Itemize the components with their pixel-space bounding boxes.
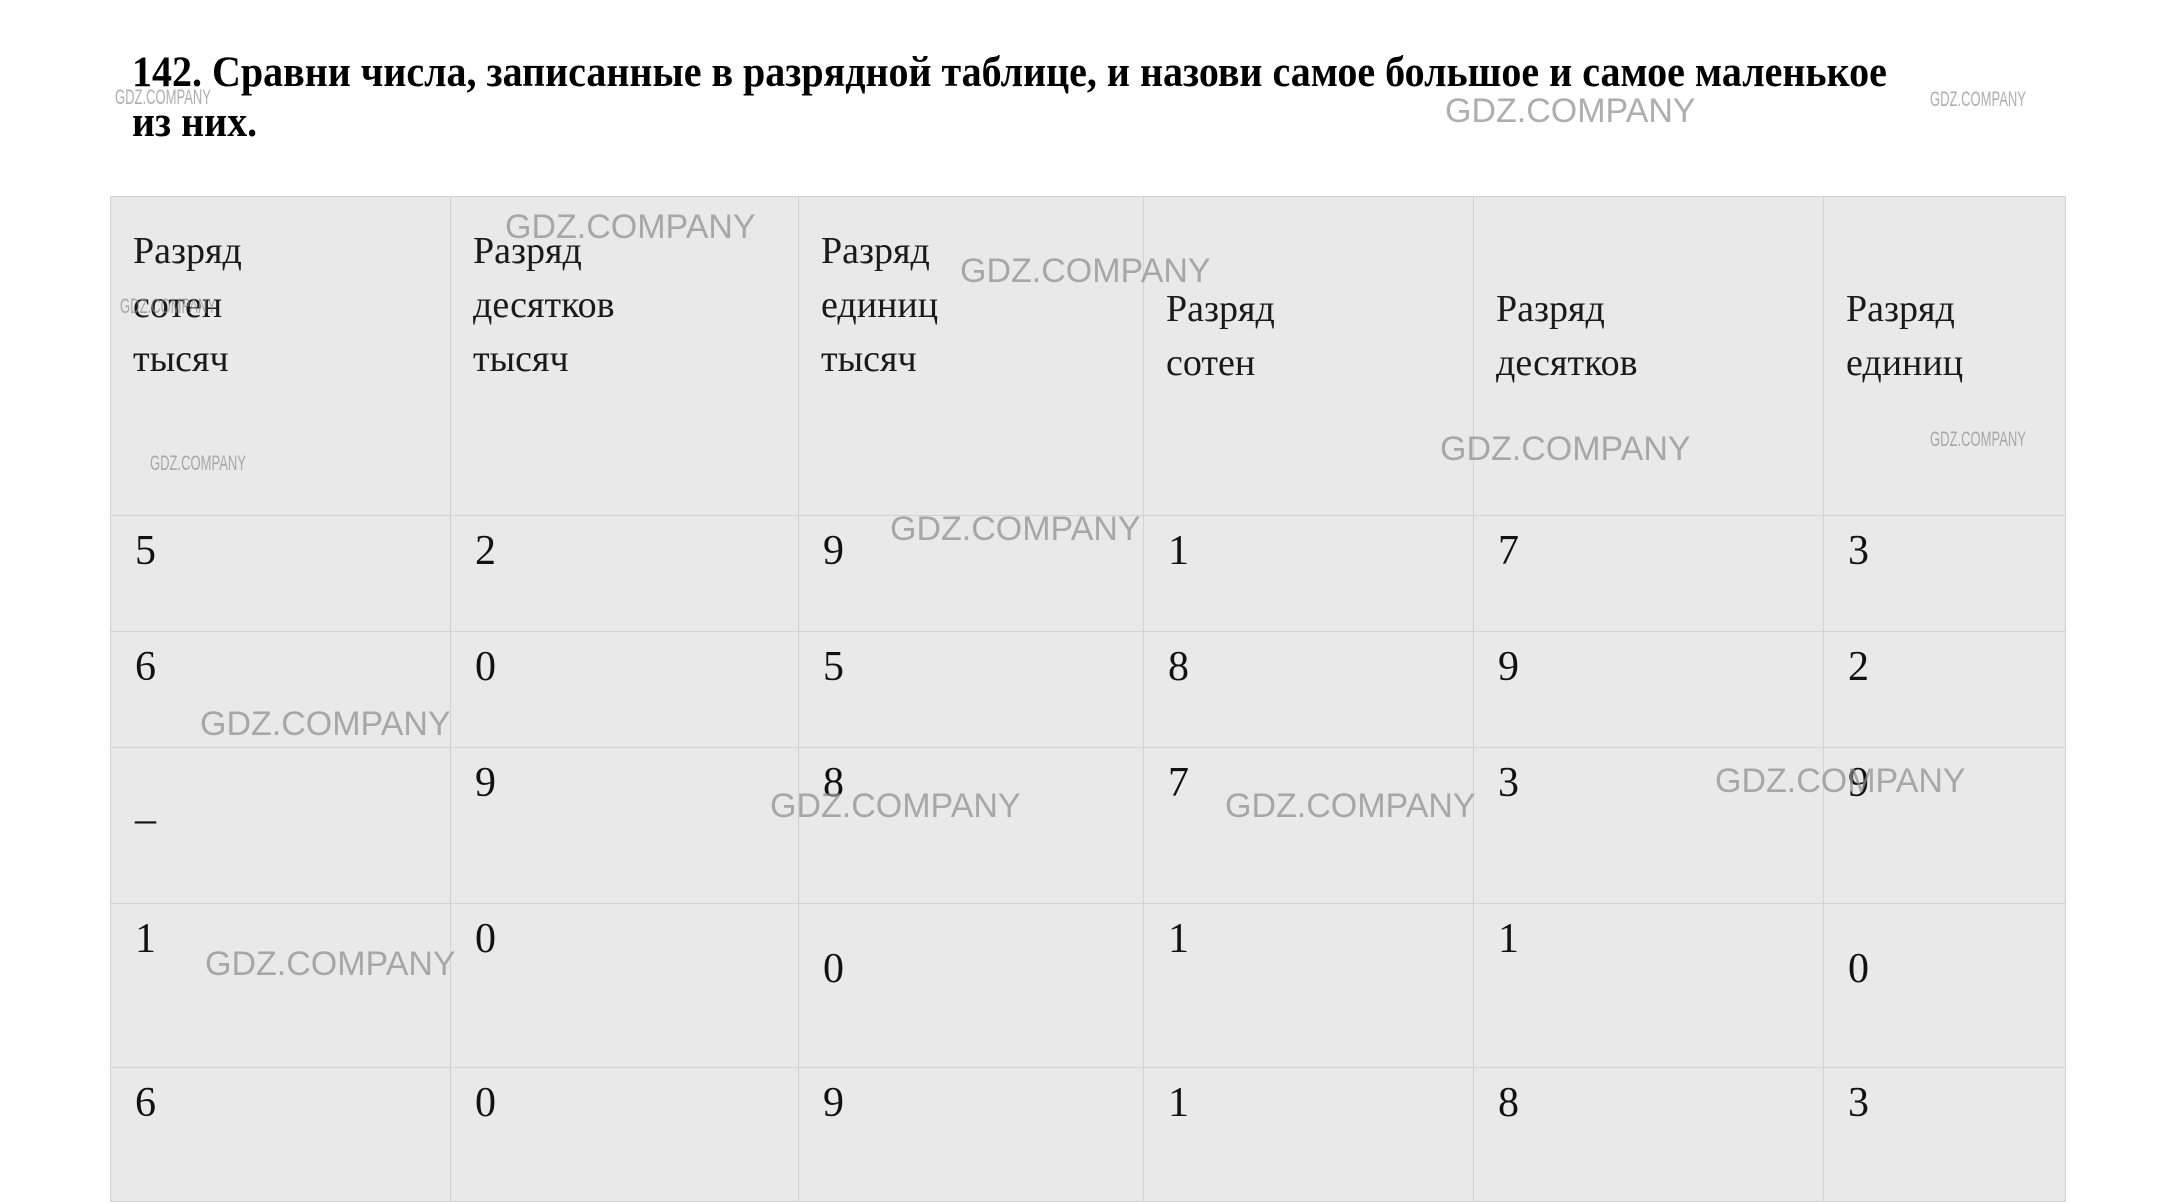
column-header-ten-thousands: Разряд десятков тысяч <box>450 196 799 516</box>
header-line: десятков <box>473 283 615 326</box>
header-line: Разряд <box>1846 288 1955 330</box>
header-line: сотен <box>1166 341 1256 384</box>
digit-cell: 3 <box>1823 515 2066 632</box>
place-value-table: Разряд сотен тысяч Разряд десятков тысяч… <box>110 196 2066 1202</box>
digit-cell: 0 <box>450 631 799 748</box>
digit-cell: 0 <box>450 903 799 1068</box>
header-line: тысяч <box>473 337 569 380</box>
digit-cell: 7 <box>1473 515 1824 632</box>
table-row: 1 0 0 1 1 0 <box>110 903 2066 1068</box>
digit-cell: 9 <box>1823 747 2066 904</box>
digit-cell: 9 <box>798 1067 1144 1202</box>
digit-cell: 1 <box>110 903 451 1068</box>
header-line: десятков <box>1496 341 1638 384</box>
header-line: Разряд <box>1166 288 1275 330</box>
table-row: _ 9 8 7 3 9 <box>110 747 2066 904</box>
digit-cell: 0 <box>1823 903 2066 1068</box>
digit-cell: 8 <box>798 747 1144 904</box>
digit-cell: 1 <box>1143 515 1474 632</box>
header-line: тысяч <box>821 337 917 380</box>
digit-cell: 8 <box>1473 1067 1824 1202</box>
header-line: Разряд <box>821 230 930 272</box>
header-line: единиц <box>1846 341 1964 384</box>
exercise-heading: 142. Сравни числа, записанные в разрядно… <box>132 49 1887 147</box>
digit-cell: 0 <box>798 903 1144 1068</box>
digit-cell: 5 <box>110 515 451 632</box>
digit-cell: _ <box>110 747 451 904</box>
digit-cell: 9 <box>450 747 799 904</box>
watermark-text: GDZ.COMPANY <box>1930 88 2026 111</box>
digit-cell: 2 <box>1823 631 2066 748</box>
column-header-hundred-thousands: Разряд сотен тысяч <box>110 196 451 516</box>
column-header-thousands: Разряд единиц тысяч <box>798 196 1144 516</box>
header-line: тысяч <box>133 337 229 380</box>
header-line: Разряд <box>473 230 582 272</box>
digit-cell: 1 <box>1143 903 1474 1068</box>
digit-cell: 0 <box>450 1067 799 1202</box>
table-row: 6 0 5 8 9 2 <box>110 631 2066 748</box>
digit-cell: 3 <box>1823 1067 2066 1202</box>
header-line: Разряд <box>133 230 242 272</box>
digit-cell: 8 <box>1143 631 1474 748</box>
digit-cell: 9 <box>798 515 1144 632</box>
digit-cell: 5 <box>798 631 1144 748</box>
digit-cell: 6 <box>110 631 451 748</box>
digit-cell: 1 <box>1473 903 1824 1068</box>
header-line: Разряд <box>1496 288 1605 330</box>
digit-cell: 1 <box>1143 1067 1474 1202</box>
table-row: 6 0 9 1 8 3 <box>110 1067 2066 1202</box>
digit-cell: 3 <box>1473 747 1824 904</box>
digit-cell: 2 <box>450 515 799 632</box>
digit-cell: 7 <box>1143 747 1474 904</box>
column-header-tens: Разряд десятков <box>1473 196 1824 516</box>
table-row: 5 2 9 1 7 3 <box>110 515 2066 632</box>
header-line: сотен <box>133 283 223 326</box>
digit-cell: 6 <box>110 1067 451 1202</box>
digit-cell: 9 <box>1473 631 1824 748</box>
column-header-hundreds: Разряд сотен <box>1143 196 1474 516</box>
header-line: единиц <box>821 283 939 326</box>
column-header-units: Разряд единиц <box>1823 196 2066 516</box>
table-header-row: Разряд сотен тысяч Разряд десятков тысяч… <box>110 196 2066 516</box>
